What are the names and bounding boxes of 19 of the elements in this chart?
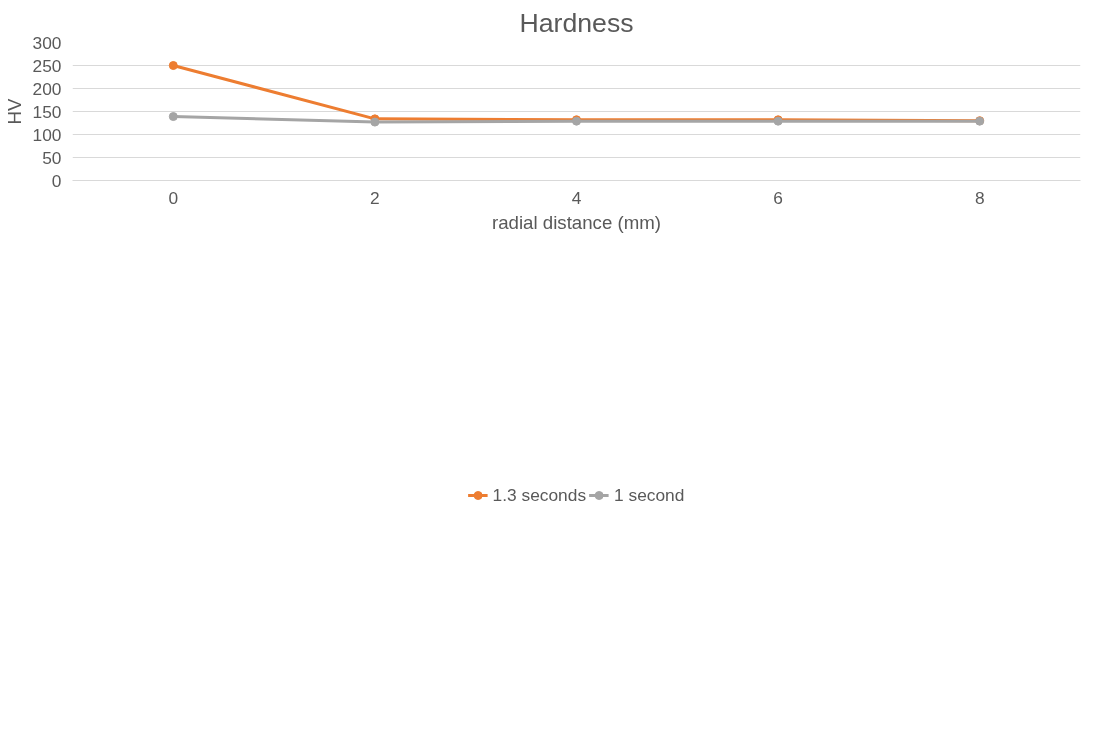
y-tick-label: 250: [32, 55, 62, 76]
x-tick-label: 2: [370, 187, 380, 208]
y-tick-label: 0: [51, 170, 62, 191]
y-tick-label: 200: [32, 78, 62, 99]
legend-label: 1 second: [614, 484, 685, 506]
x-tick-label: 0: [168, 187, 179, 208]
y-axis-title: HV: [3, 97, 25, 125]
chart-title: Hardness: [519, 7, 634, 38]
y-tick-label: 150: [32, 101, 62, 122]
y-tick-label: 50: [42, 147, 62, 168]
legend-label: 1.3 seconds: [492, 484, 587, 506]
x-axis-title: radial distance (mm): [492, 211, 661, 233]
x-tick-label: 4: [571, 187, 582, 208]
point: [168, 112, 178, 122]
x-tick-label: 6: [773, 187, 783, 208]
y-tick-label: 100: [32, 124, 62, 145]
point: [168, 61, 178, 70]
y-tick-label: 300: [32, 32, 62, 53]
x-tick-label: 8: [974, 187, 985, 208]
